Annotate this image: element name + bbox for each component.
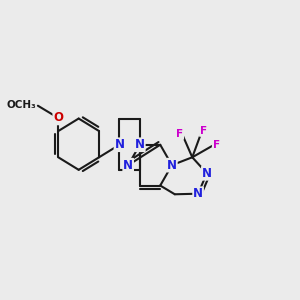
Text: N: N (123, 159, 133, 172)
Text: N: N (193, 187, 203, 200)
Text: N: N (135, 138, 145, 151)
Text: OCH₃: OCH₃ (7, 100, 36, 110)
Text: N: N (114, 138, 124, 151)
Text: N: N (202, 167, 212, 180)
Text: F: F (213, 140, 220, 150)
Text: N: N (167, 159, 177, 172)
Text: O: O (53, 112, 63, 124)
Text: F: F (200, 126, 207, 136)
Text: F: F (176, 129, 183, 139)
